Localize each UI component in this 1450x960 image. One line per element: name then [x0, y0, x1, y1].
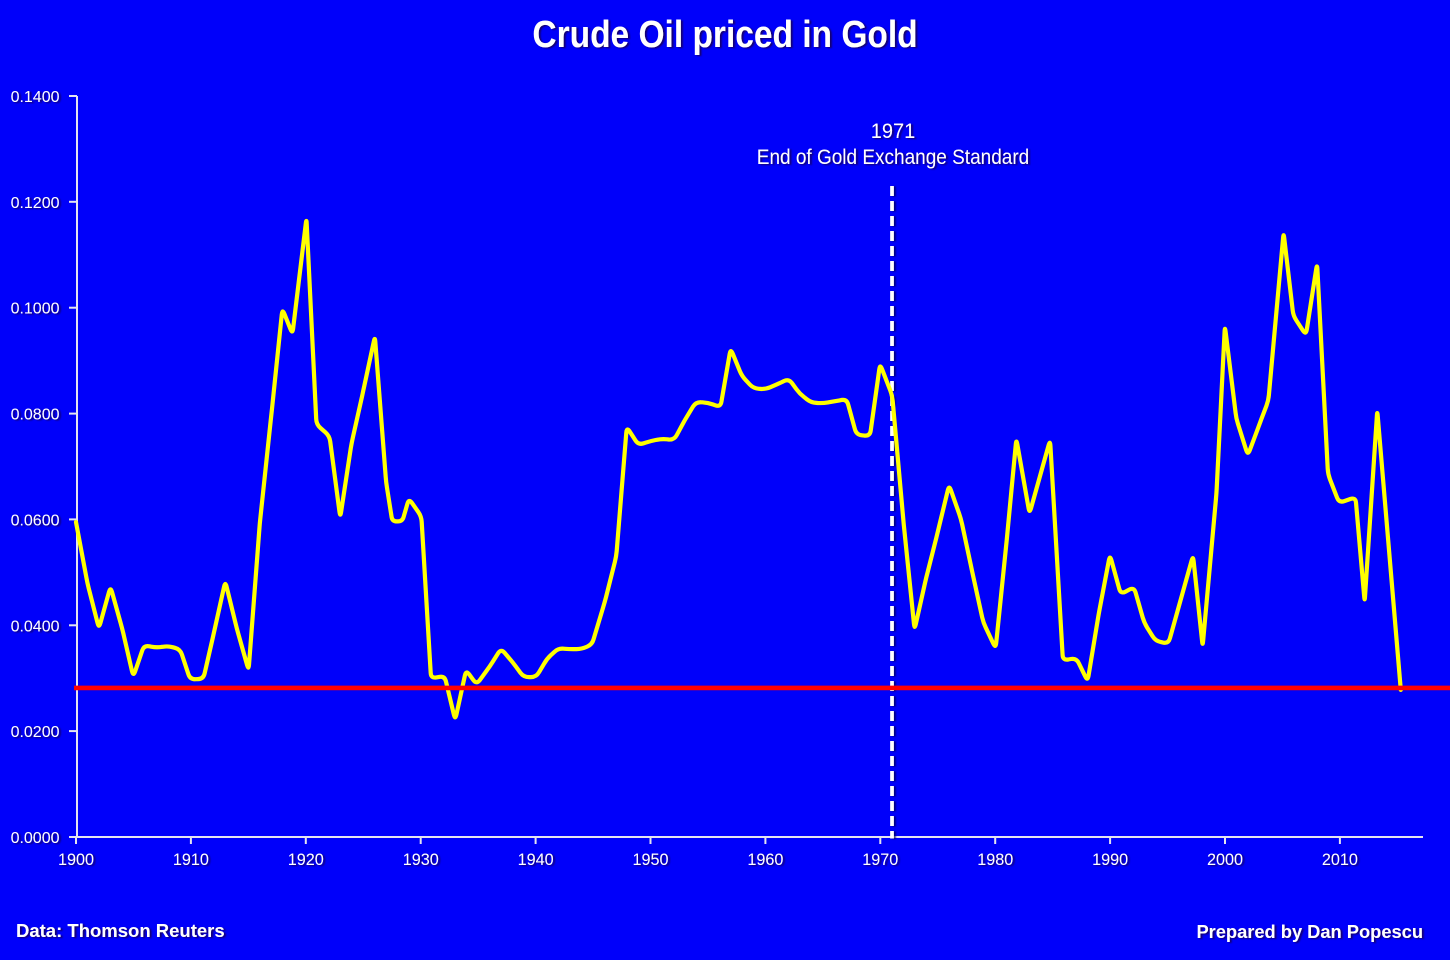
svg-text:1910: 1910	[173, 851, 209, 869]
svg-text:1971: 1971	[871, 120, 915, 144]
svg-text:0.1400: 0.1400	[11, 89, 60, 106]
svg-text:Crude Oil priced in Gold: Crude Oil priced in Gold	[532, 13, 917, 55]
svg-text:2010: 2010	[1322, 851, 1358, 869]
svg-text:0.0200: 0.0200	[11, 724, 60, 741]
svg-text:1990: 1990	[1092, 851, 1128, 869]
svg-text:0.0600: 0.0600	[11, 512, 60, 529]
svg-text:1950: 1950	[632, 851, 668, 869]
svg-text:1940: 1940	[518, 851, 554, 869]
svg-text:0.1000: 0.1000	[11, 301, 60, 318]
svg-text:Prepared by Dan Popescu: Prepared by Dan Popescu	[1196, 921, 1423, 942]
svg-text:0.0800: 0.0800	[11, 407, 60, 424]
svg-text:End of Gold Exchange Standard: End of Gold Exchange Standard	[757, 146, 1029, 169]
svg-text:0.0000: 0.0000	[11, 830, 60, 847]
svg-text:2000: 2000	[1207, 851, 1243, 869]
svg-text:0.0400: 0.0400	[11, 618, 60, 635]
svg-text:Data: Thomson Reuters: Data: Thomson Reuters	[16, 920, 225, 941]
svg-text:0.1200: 0.1200	[11, 195, 60, 212]
svg-text:1960: 1960	[747, 851, 783, 869]
svg-text:1920: 1920	[288, 851, 324, 869]
svg-text:1930: 1930	[403, 851, 439, 869]
svg-text:1900: 1900	[58, 851, 94, 869]
svg-text:1970: 1970	[862, 851, 898, 869]
svg-text:1980: 1980	[977, 851, 1013, 869]
